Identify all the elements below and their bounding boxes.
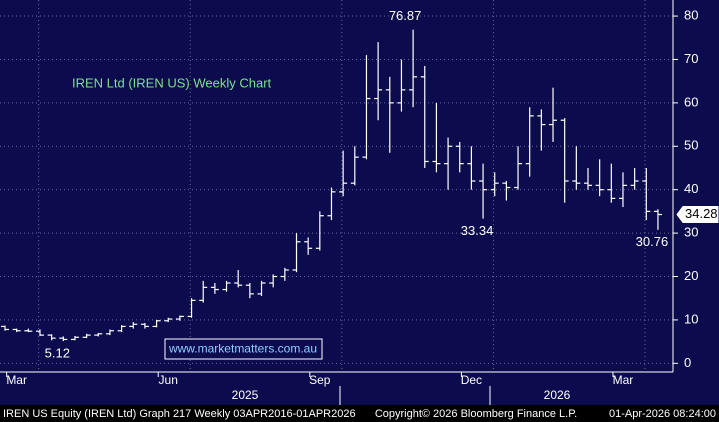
- low-label: 30.76: [636, 234, 669, 249]
- x-tick-label: Mar: [613, 373, 634, 387]
- watermark: www.marketmatters.com.au: [168, 342, 317, 356]
- x-tick-label: Jun: [159, 373, 178, 387]
- y-tick-label: 70: [684, 51, 698, 66]
- low-label: 33.34: [461, 223, 494, 238]
- y-tick-label: 80: [684, 7, 698, 22]
- y-tick-label: 40: [684, 181, 698, 196]
- footer-right: 01-Apr-2026 08:24:00: [609, 408, 716, 420]
- x-tick-label: Dec: [461, 373, 482, 387]
- footer-center: Copyright© 2026 Bloomberg Finance L.P.: [375, 408, 577, 420]
- chart-title: IREN Ltd (IREN US) Weekly Chart: [72, 75, 272, 90]
- x-tick-label: Mar: [6, 373, 27, 387]
- y-tick-label: 0: [684, 355, 691, 370]
- last-price-box: [676, 206, 719, 224]
- chart-background: [0, 0, 719, 405]
- high-label: 76.87: [389, 8, 422, 23]
- footer-bar: [0, 405, 719, 422]
- y-tick-label: 60: [684, 94, 698, 109]
- last-price-label: 34.28: [685, 206, 718, 221]
- x-tick-label: Sep: [309, 373, 331, 387]
- grid: [0, 0, 673, 372]
- y-tick-label: 30: [684, 225, 698, 240]
- y-tick-label: 10: [684, 311, 698, 326]
- year-label: 2025: [232, 388, 259, 402]
- footer-left: IREN US Equity (IREN Ltd) Graph 217 Week…: [3, 408, 356, 420]
- y-tick-label: 50: [684, 138, 698, 153]
- low-label: 5.12: [45, 346, 70, 361]
- y-tick-label: 20: [684, 268, 698, 283]
- watermark-box: [164, 338, 323, 360]
- year-label: 2026: [544, 388, 571, 402]
